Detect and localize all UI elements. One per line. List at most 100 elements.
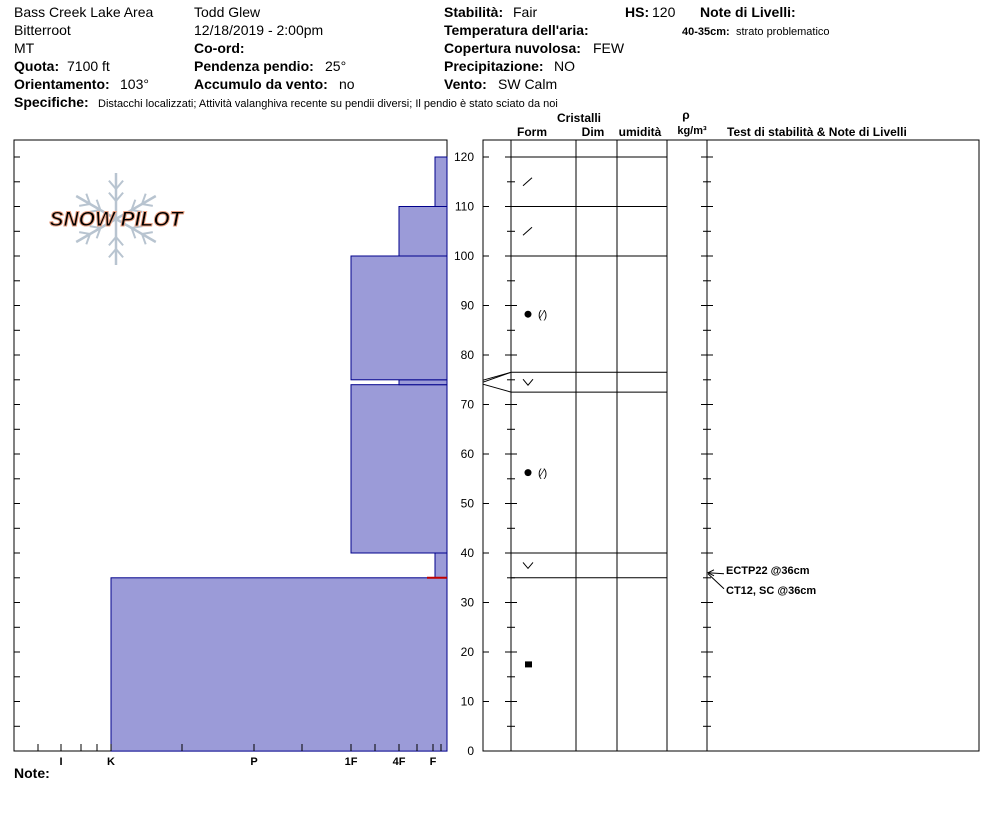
snowflake-branch xyxy=(141,233,147,245)
snowflake-branch xyxy=(108,236,117,247)
aspect-label: Orientamento: xyxy=(14,76,110,92)
snowflake-branch xyxy=(95,199,102,211)
snowflake-branch xyxy=(115,236,124,247)
hardness-layer xyxy=(110,577,448,752)
grain-dot-icon xyxy=(524,310,532,318)
column-headers: Cristalli Form Dim umidità ρ kg/m³ Test … xyxy=(517,108,907,139)
grain-paren-icon: (∕) xyxy=(538,468,547,480)
moisture-header: umidità xyxy=(619,125,662,139)
hardness-label: K xyxy=(107,756,115,768)
grain-symbols: (∕) (∕) xyxy=(522,177,547,668)
depth-tick-label: 40 xyxy=(461,546,475,560)
depth-tick-label: 90 xyxy=(461,299,475,313)
hardness-label: 1F xyxy=(345,756,358,768)
hardness-label: F xyxy=(430,756,437,768)
snowpilot-logo: SNOW PILOT xyxy=(49,173,185,265)
boundary-connector xyxy=(482,383,512,393)
stability-test-label: CT12, SC @36cm xyxy=(726,585,816,597)
stratigraphy-frame xyxy=(482,139,980,752)
stability-tests: ECTP22 @36cm CT12, SC @36cm xyxy=(706,565,816,597)
location: Bass Creek Lake Area xyxy=(14,4,154,20)
logo-text: SNOW PILOT xyxy=(50,208,185,231)
slope-label: Pendenza pendio: xyxy=(194,58,314,74)
snowflake-branch xyxy=(141,203,153,207)
hardness-layer xyxy=(398,206,448,257)
precip-value: NO xyxy=(554,58,575,74)
snowflake-branch xyxy=(79,231,91,235)
stability-test-label: ECTP22 @36cm xyxy=(726,565,810,577)
sky-label: Copertura nuvolosa: xyxy=(444,40,581,56)
snowflake-arm xyxy=(115,217,157,244)
header-info: Bass Creek Lake Area Bitterroot MT Quota… xyxy=(14,4,830,110)
grain-vee-icon xyxy=(522,562,534,570)
grain-slash-icon xyxy=(522,177,533,187)
snowflake-branch xyxy=(95,227,102,239)
depth-tick-label: 0 xyxy=(467,744,474,758)
snowflake-branch xyxy=(131,225,143,229)
hardness-axis: I K P 1F 4F F xyxy=(14,156,442,768)
grain-vee-icon xyxy=(522,378,534,386)
grain-dot-icon xyxy=(524,469,532,477)
grain-square-icon xyxy=(525,661,532,668)
elevation-label: Quota: xyxy=(14,58,59,74)
snowflake-icon xyxy=(75,173,157,265)
snowflake-branch xyxy=(85,233,91,245)
snowflake-branch xyxy=(108,248,117,259)
hs-label: HS: xyxy=(625,4,649,20)
form-header: Form xyxy=(517,125,547,139)
layer-note-text: strato problematico xyxy=(736,26,830,38)
layer-notes-label: Note di Livelli: xyxy=(700,4,796,20)
depth-tick-label: 70 xyxy=(461,398,475,412)
hs-value: 120 xyxy=(652,4,676,20)
wind-loading-label: Accumulo da vento: xyxy=(194,76,328,92)
column-dividers xyxy=(510,140,708,751)
snowflake-branch xyxy=(89,225,101,229)
datetime: 12/18/2019 - 2:00pm xyxy=(194,22,323,38)
density-unit-header: kg/m³ xyxy=(677,125,707,137)
depth-tick-label: 110 xyxy=(455,200,474,214)
hardness-layer xyxy=(434,552,448,579)
wind-label: Vento: xyxy=(444,76,487,92)
depth-tick-label: 100 xyxy=(454,249,474,263)
aspect-value: 103° xyxy=(120,76,149,92)
precip-label: Precipitazione: xyxy=(444,58,544,74)
specifics-value: Distacchi localizzati; Attività valanghi… xyxy=(98,98,558,110)
snowflake-branch xyxy=(141,193,147,205)
wind-loading-value: no xyxy=(339,76,355,92)
snowflake-arm xyxy=(115,194,157,221)
coord-label: Co-ord: xyxy=(194,40,245,56)
hardness-layers xyxy=(110,156,448,752)
test-arrow-icon xyxy=(706,569,715,577)
notes-label: Note: xyxy=(14,765,50,781)
test-leader xyxy=(707,573,725,590)
range: Bitterroot xyxy=(14,22,71,38)
snowflake-branch xyxy=(131,209,143,213)
test-leader xyxy=(707,572,725,575)
grain-slash-icon xyxy=(522,226,533,236)
air-temp-label: Temperatura dell'aria: xyxy=(444,22,589,38)
depth-tick-label: 30 xyxy=(461,596,475,610)
observer: Todd Glew xyxy=(194,4,261,20)
layer-boundaries xyxy=(482,156,667,579)
hardness-layer xyxy=(434,156,448,207)
hardness-layer xyxy=(350,255,448,381)
hardness-label: P xyxy=(250,756,257,768)
hardness-layer xyxy=(350,384,448,554)
stability-label: Stabilità: xyxy=(444,4,503,20)
snowflake-branch xyxy=(141,231,153,235)
specifics-label: Specifiche: xyxy=(14,94,89,110)
state: MT xyxy=(14,40,35,56)
snowflake-branch xyxy=(79,203,91,207)
grain-paren-icon: (∕) xyxy=(538,309,547,321)
depth-tick-label: 10 xyxy=(461,695,475,709)
depth-tick-label: 20 xyxy=(461,645,475,659)
wind-value: SW Calm xyxy=(498,76,557,92)
snowflake-arm xyxy=(75,194,117,221)
hardness-label: I xyxy=(59,756,62,768)
stability-value: Fair xyxy=(513,4,537,20)
hardness-layer xyxy=(398,379,448,386)
snowflake-branch xyxy=(130,199,137,211)
crystals-header: Cristalli xyxy=(557,111,601,125)
slope-value: 25° xyxy=(325,58,346,74)
